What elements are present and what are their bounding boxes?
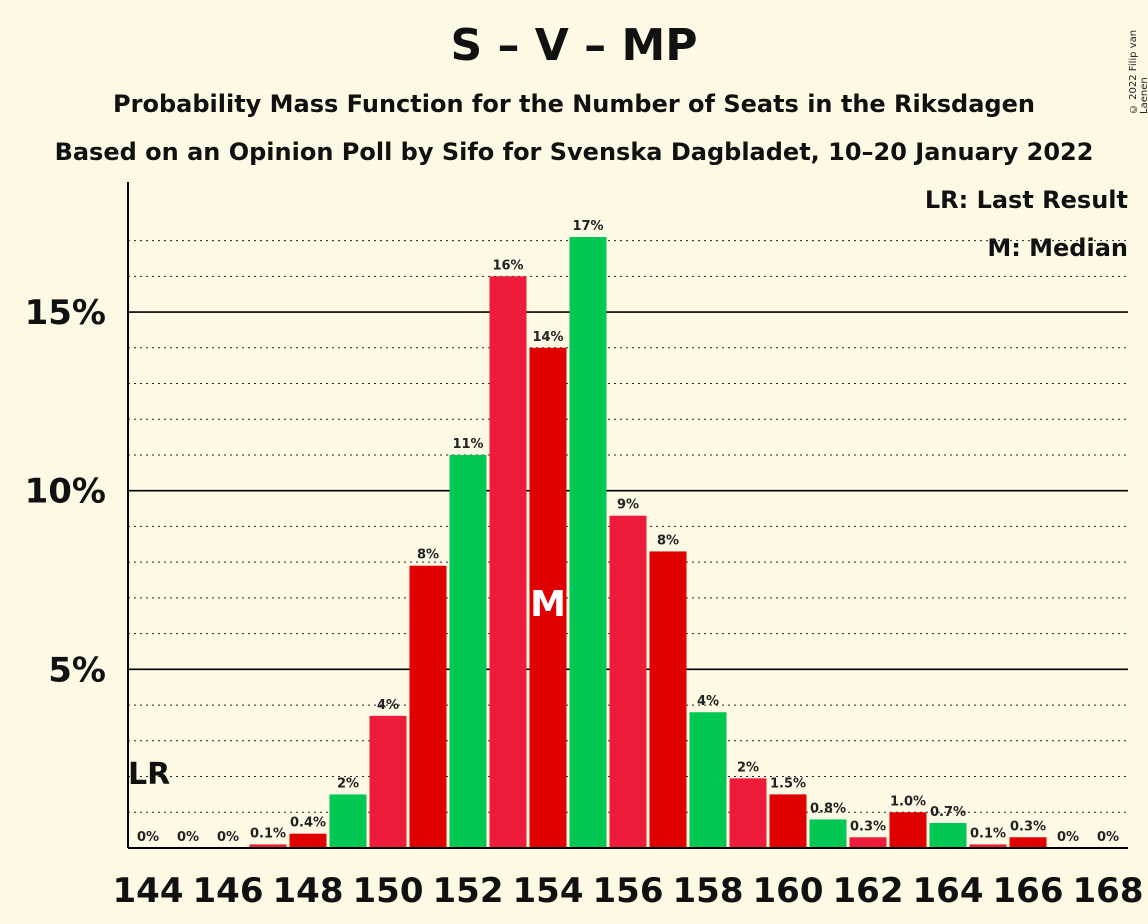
x-tick-label: 154	[513, 871, 584, 911]
x-tick-label: 166	[993, 871, 1064, 911]
data-label-seat-156: 9%	[617, 498, 639, 513]
data-label-seat-162: 0.3%	[850, 819, 886, 834]
bar-seat-163	[889, 812, 927, 848]
data-label-seat-151: 8%	[417, 548, 439, 563]
data-label-seat-153: 16%	[492, 258, 523, 273]
data-label-seat-160: 1.5%	[770, 776, 806, 791]
data-label-seat-166: 0.3%	[1010, 819, 1046, 834]
bar-seat-158	[689, 712, 727, 848]
data-label-seat-167: 0%	[1057, 830, 1079, 845]
legend-median: M: Median	[987, 234, 1128, 262]
data-label-seat-155: 17%	[572, 219, 603, 234]
x-tick-label: 144	[113, 871, 184, 911]
data-label-seat-152: 11%	[452, 437, 483, 452]
x-tick-label: 168	[1073, 871, 1144, 911]
x-tick-label: 152	[433, 871, 504, 911]
data-label-seat-158: 4%	[697, 694, 719, 709]
bar-seat-150	[369, 715, 407, 848]
bar-seat-154	[529, 347, 567, 848]
data-label-seat-165: 0.1%	[970, 826, 1006, 841]
bar-seat-149	[329, 794, 367, 848]
data-label-seat-154: 14%	[532, 330, 563, 345]
x-tick-label: 158	[673, 871, 744, 911]
last-result-marker: LR	[128, 757, 170, 792]
chart-subtitle-source: Based on an Opinion Poll by Sifo for Sve…	[54, 138, 1094, 166]
bar-seat-152	[449, 454, 487, 848]
x-tick-label: 150	[353, 871, 424, 911]
data-label-seat-168: 0%	[1097, 830, 1119, 845]
data-label-seat-147: 0.1%	[250, 826, 286, 841]
y-tick-label: 5%	[48, 650, 106, 690]
bar-seat-159	[729, 778, 767, 848]
data-label-seat-146: 0%	[217, 830, 239, 845]
bar-seat-155	[569, 237, 607, 849]
bar-seat-148	[289, 833, 327, 848]
y-tick-label: 15%	[25, 293, 106, 333]
bar-seat-151	[409, 565, 447, 848]
y-tick-label: 10%	[25, 472, 106, 512]
bar-seat-160	[769, 794, 807, 848]
bar-seat-157	[649, 551, 687, 848]
data-label-seat-144: 0%	[137, 830, 159, 845]
data-label-seat-164: 0.7%	[930, 805, 966, 820]
legend-last-result: LR: Last Result	[924, 186, 1128, 214]
x-tick-label: 162	[833, 871, 904, 911]
x-tick-label: 160	[753, 871, 824, 911]
data-label-seat-150: 4%	[377, 698, 399, 713]
x-tick-label: 164	[913, 871, 984, 911]
data-label-seat-163: 1.0%	[890, 794, 926, 809]
bar-seat-161	[809, 819, 847, 848]
x-tick-label: 146	[193, 871, 264, 911]
bar-seat-153	[489, 276, 527, 848]
bar-seat-166	[1009, 837, 1047, 848]
bar-seat-162	[849, 837, 887, 848]
data-label-seat-148: 0.4%	[290, 816, 326, 831]
data-label-seat-149: 2%	[337, 776, 359, 791]
data-label-seat-161: 0.8%	[810, 801, 846, 816]
data-label-seat-145: 0%	[177, 830, 199, 845]
chart-subtitle: Probability Mass Function for the Number…	[113, 90, 1035, 118]
bar-seat-164	[929, 822, 967, 848]
median-marker: M	[530, 584, 566, 625]
x-tick-label: 148	[273, 871, 344, 911]
bar-seat-147	[249, 844, 287, 848]
bar-seat-156	[609, 515, 647, 848]
chart-title: S – V – MP	[450, 20, 698, 71]
data-label-seat-157: 8%	[657, 533, 679, 548]
x-tick-label: 156	[593, 871, 664, 911]
data-label-seat-159: 2%	[737, 760, 759, 775]
bar-seat-165	[969, 844, 1007, 848]
